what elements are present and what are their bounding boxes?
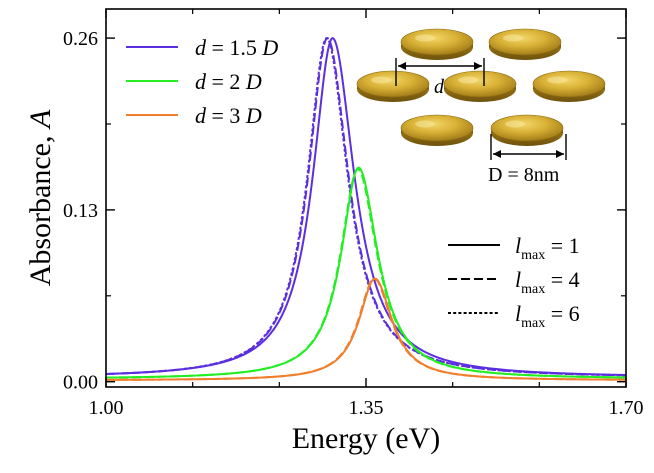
legend-style-label: lmax = 6 bbox=[515, 301, 580, 331]
gold-disk bbox=[356, 70, 430, 102]
x-tick-label: 1.35 bbox=[349, 397, 384, 419]
diameter-label: D = 8nm bbox=[488, 164, 560, 186]
y-axis-title-text: Absorbance, bbox=[24, 128, 57, 286]
y-tick-label: 0.26 bbox=[63, 28, 98, 50]
y-axis-title: Absorbance, A bbox=[24, 109, 57, 286]
gold-disk bbox=[400, 114, 474, 146]
y-axis-title-var: A bbox=[24, 109, 57, 130]
legend-color-label: d = 1.5 D bbox=[195, 35, 278, 60]
legend-style-label: lmax = 4 bbox=[515, 267, 580, 297]
series-line-4 bbox=[106, 168, 626, 379]
axis-group: 1.00 1.35 1.70 0.00 0.13 0.26 bbox=[63, 9, 644, 419]
series-group bbox=[106, 36, 626, 381]
legend-style-label: lmax = 1 bbox=[515, 233, 580, 263]
gold-disk bbox=[443, 70, 517, 102]
series-line-2 bbox=[106, 36, 626, 377]
plot-frame bbox=[105, 8, 627, 388]
legend-color-label: d = 2 D bbox=[195, 69, 262, 94]
gold-disk bbox=[400, 28, 474, 60]
x-tick-label: 1.00 bbox=[89, 397, 124, 419]
spacing-annotation: d bbox=[395, 58, 485, 98]
series-line-6 bbox=[106, 277, 626, 381]
legend-style: lmax = 1 lmax = 4 lmax = 6 bbox=[448, 233, 580, 331]
x-tick-label: 1.70 bbox=[609, 397, 644, 419]
y-tick-label: 0.13 bbox=[63, 200, 98, 222]
gold-disk bbox=[488, 28, 562, 60]
spacing-label: d bbox=[434, 76, 445, 98]
gold-disk bbox=[490, 114, 564, 146]
legend-color-label: d = 3 D bbox=[195, 103, 262, 128]
gold-disk bbox=[532, 70, 606, 102]
legend-color: d = 1.5 D d = 2 D d = 3 D bbox=[126, 35, 278, 128]
disk-lattice-inset bbox=[356, 28, 606, 146]
y-tick-label: 0.00 bbox=[63, 372, 98, 394]
x-axis-title: Energy (eV) bbox=[292, 422, 441, 455]
diameter-annotation: D = 8nm bbox=[488, 134, 567, 186]
